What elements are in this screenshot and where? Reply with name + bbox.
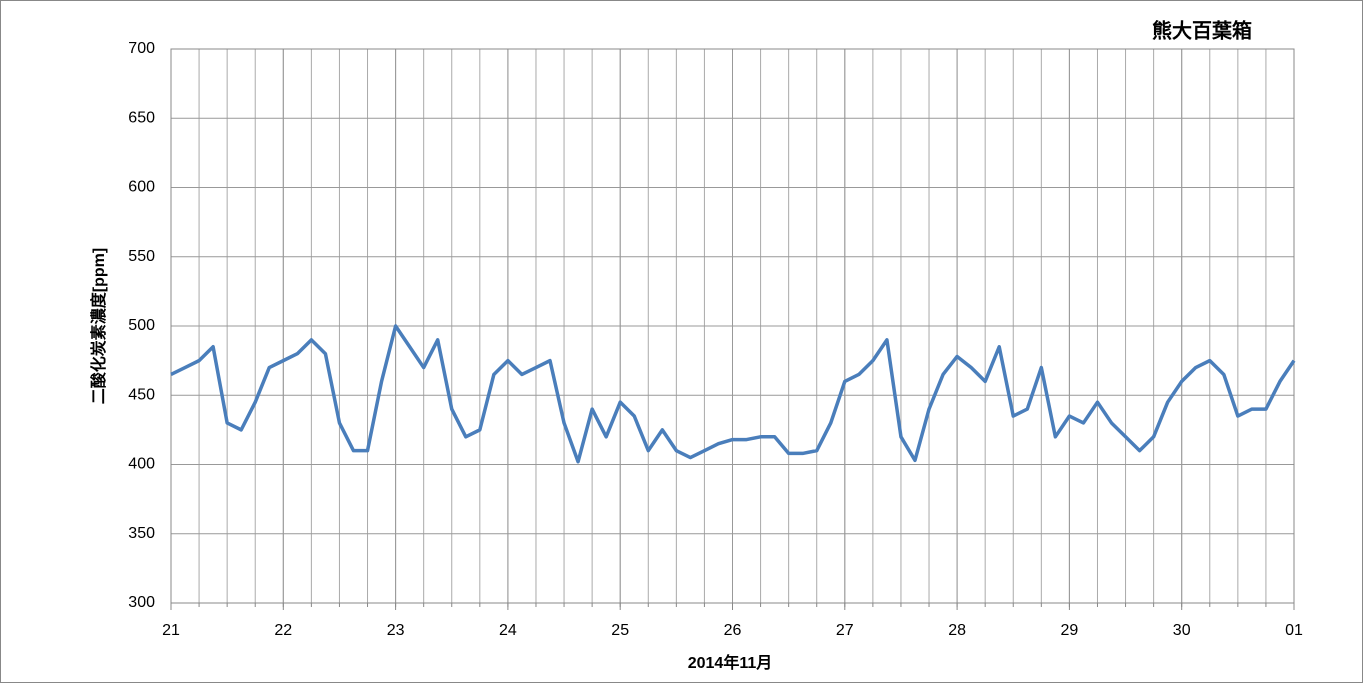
x-tick-label: 22 [274,622,292,639]
y-tick-label: 650 [128,109,155,126]
y-tick-label: 700 [128,40,155,57]
plot-frame [170,48,1295,604]
x-axis-label: 2014年11月 [688,653,773,672]
x-tick-label: 23 [387,622,405,639]
y-tick-label: 350 [128,525,155,542]
data-line [170,324,1296,464]
x-tick-label: 28 [948,622,966,639]
y-tick-label: 400 [128,456,155,473]
x-tick-label: 01 [1285,622,1303,639]
x-tick-label: 29 [1061,622,1079,639]
y-tick-label: 600 [128,179,155,196]
y-axis-label: 二酸化炭素濃度[ppm] [89,248,108,404]
y-tick-label: 550 [128,248,155,265]
x-tick-label: 30 [1173,622,1191,639]
x-tick-label: 27 [836,622,854,639]
x-tick-label: 26 [724,622,742,639]
y-tick-label: 450 [128,386,155,403]
x-tick-label: 24 [499,622,517,639]
y-tick-label: 300 [128,594,155,611]
y-tick-label: 500 [128,317,155,334]
x-tick-label: 21 [162,622,180,639]
x-tick-label: 25 [611,622,629,639]
chart-title: 熊大百葉箱 [1152,18,1252,42]
